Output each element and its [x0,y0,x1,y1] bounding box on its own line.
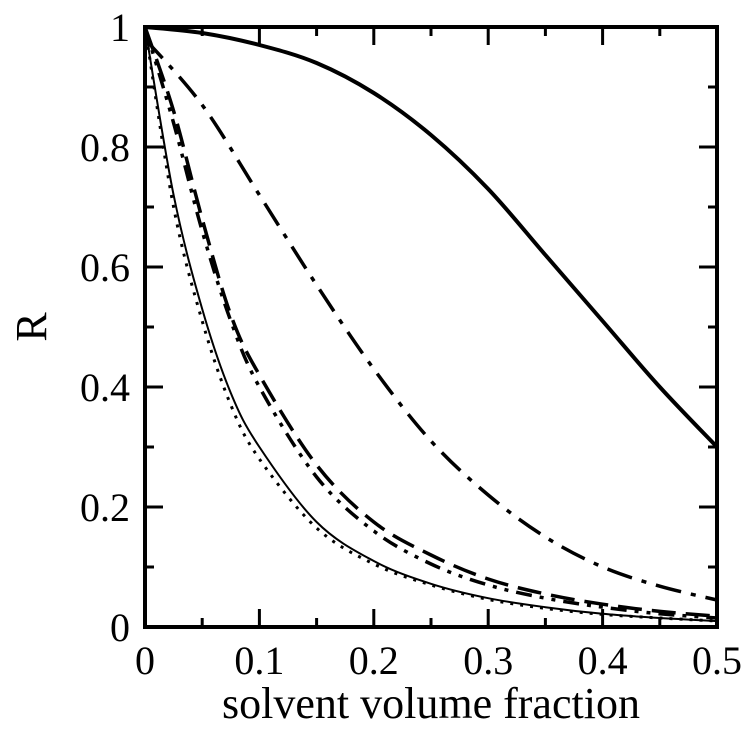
tick-layer [143,25,719,629]
x-tick-label: 0 [135,638,155,683]
tick-label-layer: 0 0.1 0.2 0.3 0.4 0.5 0 0.2 0.4 0.6 0.8 1 [80,5,742,683]
series-line-dotted [143,26,718,623]
x-tick-label: 0.4 [578,638,628,683]
series-line-long-dash [143,26,718,618]
y-tick-label: 0 [110,605,130,650]
x-tick-label: 0.1 [234,638,284,683]
x-tick-label: 0.5 [692,638,742,683]
plot-frame [143,25,719,629]
series-line-dash-dot [143,37,718,602]
y-tick-label: 0.6 [80,245,130,290]
series-line-dash-dot-dot [143,26,718,620]
series-line-solid-thin [144,26,718,622]
y-tick-label: 1 [110,5,130,50]
series-layer [143,25,719,623]
x-tick-label: 0.3 [463,638,513,683]
x-axis-title: solvent volume fraction [222,679,640,728]
y-tick-label: 0.2 [80,485,130,530]
x-tick-label: 0.2 [349,638,399,683]
y-tick-label: 0.8 [80,125,130,170]
y-tick-label: 0.4 [80,365,130,410]
series-line-solid-thick [144,25,719,449]
y-axis-title: R [7,312,56,342]
